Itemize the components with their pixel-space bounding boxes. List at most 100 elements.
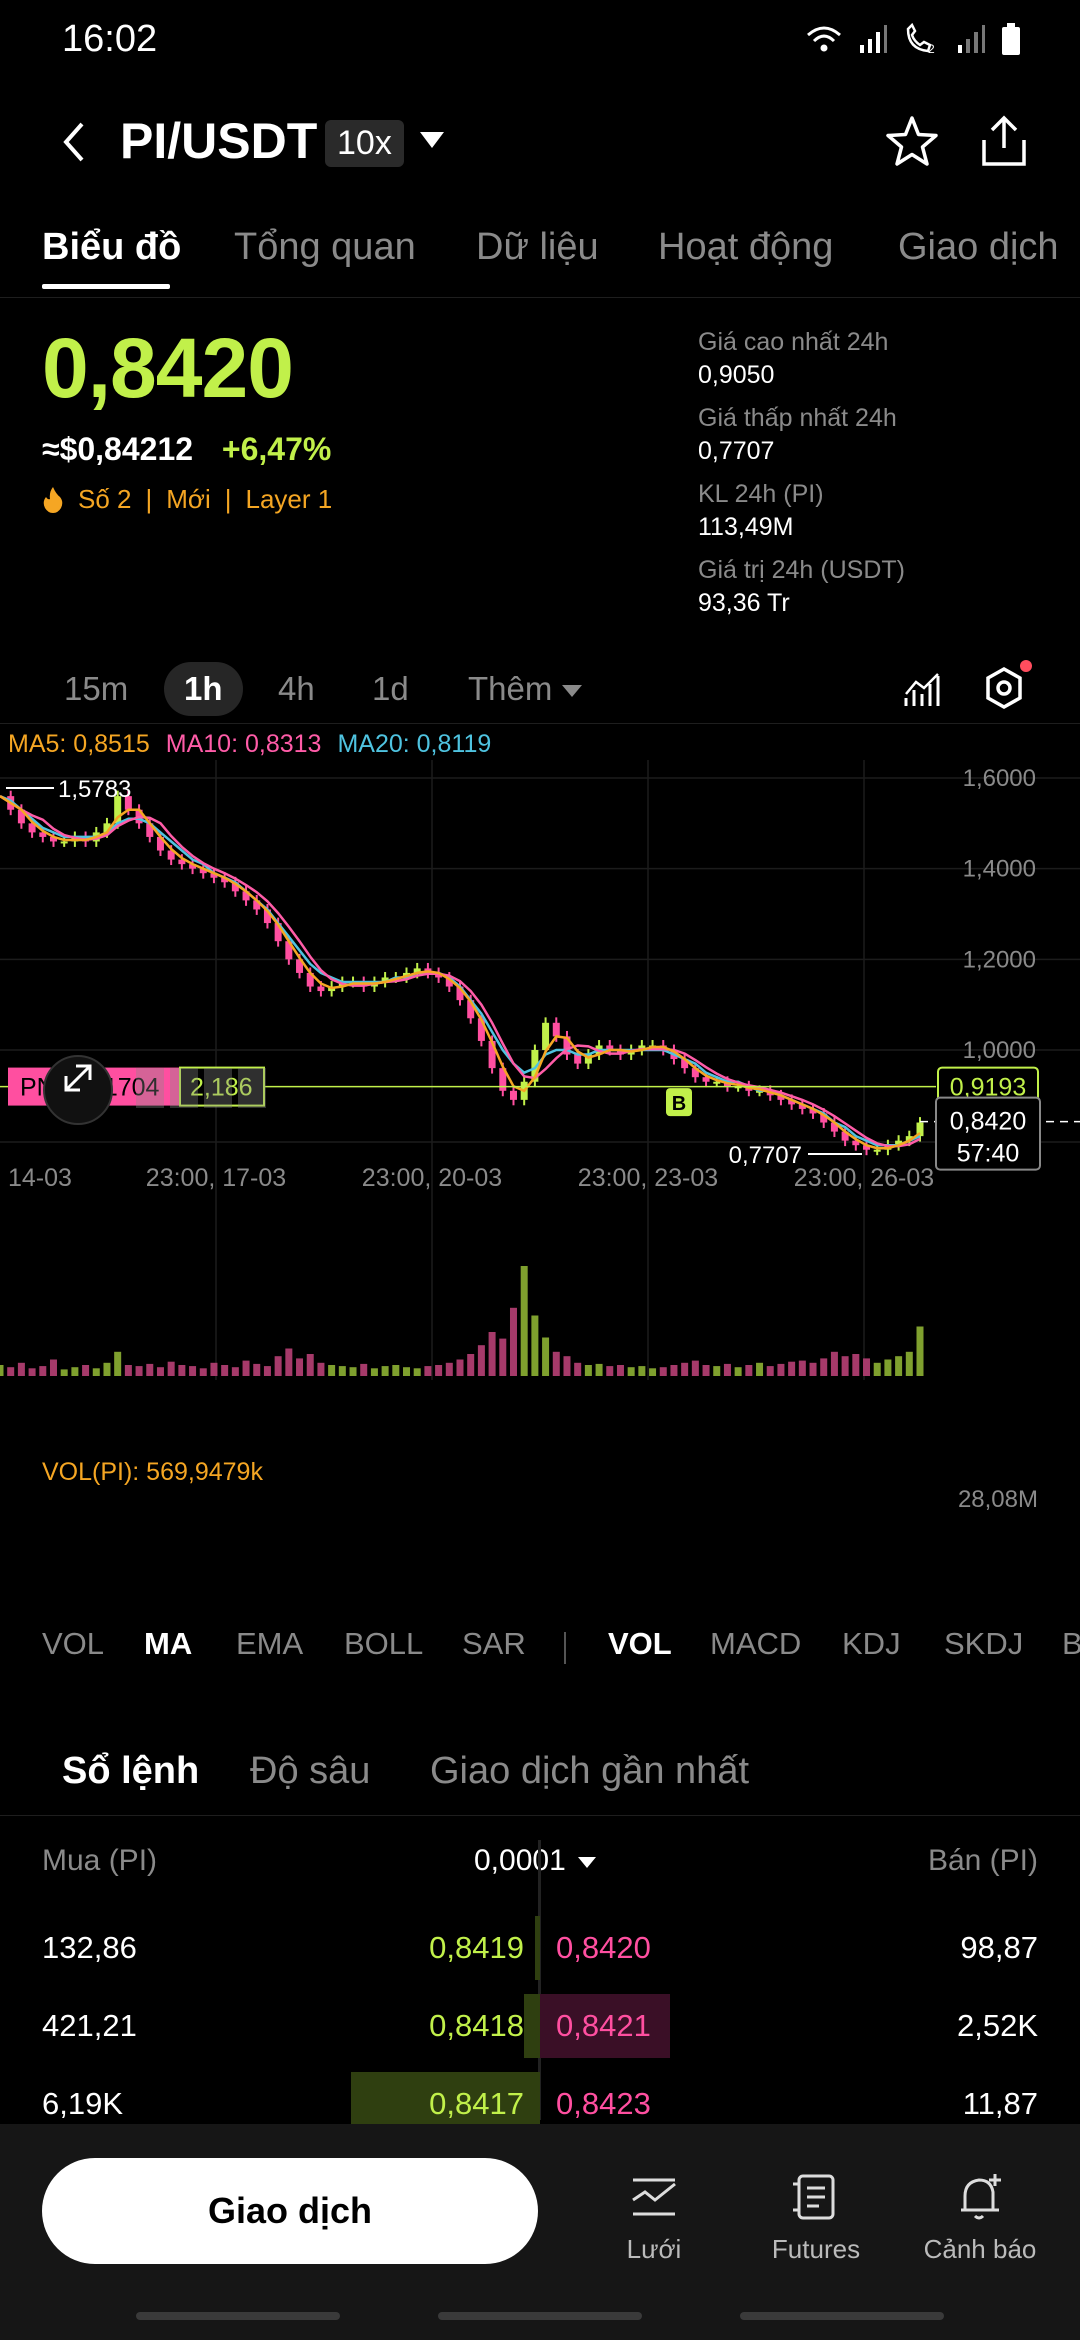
- indicator-macd[interactable]: MACD: [710, 1626, 802, 1661]
- nav-futures[interactable]: Futures: [746, 2170, 886, 2265]
- tab-overview[interactable]: Tổng quan: [234, 226, 416, 268]
- back-arrow-icon[interactable]: [58, 118, 88, 166]
- volume-bar: [445, 1362, 453, 1376]
- volume-bar: [349, 1367, 357, 1376]
- candle-body: [274, 923, 282, 942]
- current-price-box: [935, 1096, 1041, 1171]
- tab-orderbook[interactable]: Sổ lệnh: [62, 1750, 200, 1792]
- volume-bar: [370, 1368, 378, 1376]
- signal-2-icon: [958, 25, 985, 53]
- volume-bar: [156, 1367, 164, 1376]
- volume-bar: [435, 1365, 443, 1376]
- indicator-vol-sub[interactable]: VOL: [608, 1626, 672, 1661]
- volume-bar: [114, 1351, 122, 1376]
- volume-bar: [895, 1356, 903, 1376]
- ask-price[interactable]: 0,8423: [556, 2086, 651, 2121]
- indicator-vol-main[interactable]: VOL: [42, 1626, 105, 1661]
- pnl-value-box[interactable]: [179, 1066, 265, 1107]
- timeframe-15m[interactable]: 15m: [64, 670, 129, 707]
- indicator-more[interactable]: B: [1062, 1626, 1080, 1661]
- ma5-line: [0, 795, 921, 1150]
- trade-button[interactable]: Giao dịch: [42, 2158, 538, 2264]
- indicator-skdj[interactable]: SKDJ: [944, 1626, 1024, 1661]
- volume-bar: [82, 1365, 90, 1376]
- tab-activity[interactable]: Hoạt động: [658, 226, 834, 268]
- volume-bar: [210, 1362, 218, 1376]
- volume-bar: [649, 1368, 657, 1376]
- indicator-ma[interactable]: MA: [144, 1626, 193, 1661]
- volume-bar: [863, 1358, 871, 1376]
- orderbook-row[interactable]: 132,86 0,8419 0,8420 98,87: [0, 1910, 1080, 1988]
- price-change: +6,47%: [221, 431, 332, 467]
- share-icon[interactable]: [976, 112, 1032, 170]
- pair-title[interactable]: PI/USDT: [120, 113, 318, 169]
- volume-bar: [691, 1360, 699, 1376]
- volume-bar: [296, 1358, 304, 1376]
- indicator-kdj[interactable]: KDJ: [842, 1626, 901, 1661]
- ma10-line: [0, 795, 921, 1148]
- y-tick-label: 1,6000: [963, 765, 1036, 792]
- tag-category[interactable]: Layer 1: [245, 484, 333, 514]
- nav-gesture-back[interactable]: [740, 2312, 944, 2320]
- nav-gesture-recent[interactable]: [136, 2312, 340, 2320]
- bid-price[interactable]: 0,8418: [429, 2008, 524, 2043]
- x-tick-label: 14-03: [8, 1164, 72, 1192]
- ask-price[interactable]: 0,8420: [556, 1930, 651, 1965]
- tab-data[interactable]: Dữ liệu: [476, 226, 599, 268]
- settings-icon[interactable]: [982, 666, 1026, 710]
- timeframe-1h[interactable]: 1h: [164, 662, 243, 716]
- expand-icon[interactable]: [64, 1064, 92, 1092]
- candle-body: [895, 1140, 903, 1146]
- nav-alert[interactable]: Cảnh báo: [910, 2170, 1050, 2265]
- indicator-sar[interactable]: SAR: [462, 1626, 526, 1661]
- tag-new[interactable]: Mới: [166, 484, 211, 514]
- pair-dropdown-icon[interactable]: [420, 132, 444, 148]
- ma-legend: MA5: 0,8515 MA10: 0,8313 MA20: 0,8119: [8, 730, 491, 759]
- tab-recent-trades[interactable]: Giao dịch gần nhất: [430, 1750, 750, 1792]
- tab-trading[interactable]: Giao dịch: [898, 226, 1059, 268]
- stat-label: KL 24h (PI): [698, 480, 824, 508]
- volume-bar: [71, 1367, 79, 1376]
- candle-body: [253, 900, 261, 910]
- bid-price[interactable]: 0,8419: [429, 1930, 524, 1965]
- buy-marker[interactable]: [666, 1088, 692, 1117]
- candle-body: [542, 1022, 550, 1050]
- volume-bar: [723, 1363, 731, 1376]
- nav-grid[interactable]: Lưới: [584, 2170, 724, 2265]
- volume-bar: [167, 1361, 175, 1376]
- tag-separator: |: [224, 484, 232, 514]
- current-price-label: 0,8420: [950, 1108, 1026, 1136]
- tab-depth[interactable]: Độ sâu: [250, 1750, 371, 1792]
- timeframe-1d[interactable]: 1d: [372, 670, 409, 707]
- ask-price[interactable]: 0,8421: [556, 2008, 651, 2043]
- timeframe-more[interactable]: Thêm: [448, 662, 602, 716]
- volume-bar: [509, 1307, 517, 1376]
- candle-body: [199, 868, 207, 874]
- sell-column-header: Bán (PI): [927, 1844, 1038, 1877]
- volume-bar: [766, 1366, 774, 1376]
- indicator-chart-icon[interactable]: [902, 670, 942, 710]
- tag-rank[interactable]: Số 2: [78, 484, 132, 514]
- indicator-ema[interactable]: EMA: [236, 1626, 304, 1661]
- nav-gesture-home[interactable]: [438, 2312, 642, 2320]
- timeframe-bar: 15m 1h 4h 1d Thêm: [0, 652, 1080, 724]
- volume-max-label: 28,08M: [957, 1486, 1038, 1513]
- wifi-icon: [807, 26, 841, 52]
- bid-quantity: 421,21: [42, 2008, 137, 2043]
- bid-quantity: 6,19K: [42, 2086, 124, 2121]
- timeframe-4h[interactable]: 4h: [278, 670, 315, 707]
- candle-body: [467, 1000, 475, 1019]
- star-icon[interactable]: [884, 114, 940, 170]
- volume-bar: [328, 1365, 336, 1376]
- orderbook-row[interactable]: 421,21 0,8418 0,8421 2,52K: [0, 1988, 1080, 2066]
- volume-bar: [199, 1368, 207, 1376]
- precision-selector[interactable]: 0,0001: [474, 1844, 596, 1878]
- ma20-label: MA20: 0,8119: [337, 730, 492, 758]
- bid-price[interactable]: 0,8417: [429, 2086, 524, 2121]
- volume-bar: [103, 1362, 111, 1376]
- status-bar: 16:02 2: [0, 0, 1080, 80]
- indicator-boll[interactable]: BOLL: [344, 1626, 424, 1661]
- leverage-badge[interactable]: 10x: [325, 120, 404, 167]
- tab-chart[interactable]: Biểu đồ: [42, 226, 182, 268]
